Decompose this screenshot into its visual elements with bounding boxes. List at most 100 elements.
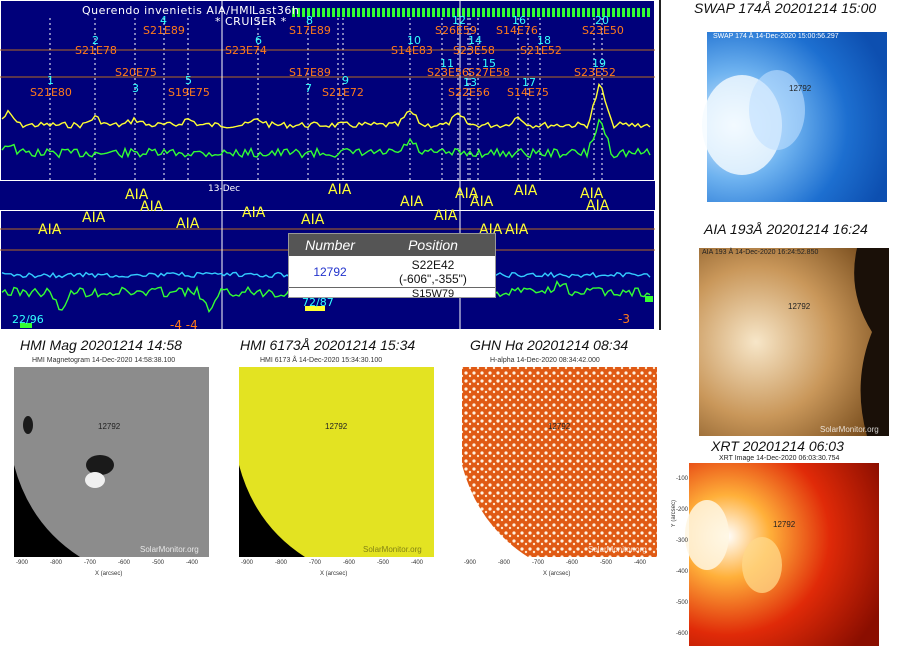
flare-number: 7: [305, 82, 312, 95]
progress-tick: [307, 8, 310, 17]
progress-tick: [467, 8, 470, 17]
aia193-ar-label: 12792: [788, 302, 811, 311]
x-tick: -600: [343, 560, 356, 566]
flare-location: S21E72: [322, 86, 364, 99]
progress-tick: [522, 8, 525, 17]
aia-label[interactable]: AIA: [400, 194, 424, 210]
progress-tick: [502, 8, 505, 17]
flare-location: S22E56: [448, 86, 490, 99]
x-tick: -800: [498, 560, 511, 566]
progress-tick: [357, 8, 360, 17]
hmi-cont-title: HMI 6173Å 20201214 15:34: [240, 337, 416, 353]
progress-tick: [567, 8, 570, 17]
xrt-image: [677, 455, 891, 646]
flare-location: S21E52: [520, 44, 562, 57]
progress-tick: [507, 8, 510, 17]
progress-tick: [587, 8, 590, 17]
hmi-cont-subtitle: HMI 6173 Å 14-Dec-2020 15:34:30.100: [260, 357, 383, 364]
aia-label[interactable]: AIA: [140, 199, 164, 215]
progress-tick: [512, 8, 515, 17]
progress-tick: [472, 8, 475, 17]
flare-number: 16: [512, 14, 526, 27]
aia-label[interactable]: AIA: [514, 183, 538, 199]
flare-number: 3: [132, 82, 139, 95]
progress-tick: [387, 8, 390, 17]
bottom-marker-right: [645, 296, 653, 302]
progress-tick: [437, 8, 440, 17]
progress-tick: [407, 8, 410, 17]
flare-number: 1: [47, 74, 54, 87]
aia-label[interactable]: AIA: [580, 186, 604, 202]
flare-location: S26E59: [435, 24, 477, 37]
flare-number: 20: [595, 14, 609, 27]
bottom-marker-mid: [305, 306, 325, 311]
halpha-thumbnail[interactable]: H-alpha 14-Dec-2020 08:34:42.000 12792 S…: [448, 355, 661, 570]
x-tick: -900: [16, 560, 29, 566]
plot-header: Querendo invenietis AIA/HMI: [82, 4, 253, 17]
bottom-neg-label: -4 -4: [170, 318, 198, 330]
hmi-mag-title: HMI Mag 20201214 14:58: [20, 337, 182, 353]
progress-tick: [312, 8, 315, 17]
region-number-link[interactable]: 12792: [313, 265, 347, 279]
aia-label[interactable]: AIA: [505, 222, 529, 238]
progress-tick: [487, 8, 490, 17]
col-number: Number: [289, 234, 371, 256]
hmi-mag-subtitle: HMI Magnetogram 14-Dec-2020 14:58:38.100: [32, 357, 176, 364]
x-axis-label-3: X (arcsec): [543, 571, 571, 577]
swap-subtitle: SWAP 174 Å 14-Dec-2020 15:00:56.297: [713, 33, 839, 40]
x-tick: -400: [411, 560, 424, 566]
progress-tick: [542, 8, 545, 17]
flare-number: 8: [306, 14, 313, 27]
plot-subheader: * CRUISER *: [215, 15, 287, 28]
progress-tick: [457, 8, 460, 17]
hmi-cont-thumbnail[interactable]: HMI 6173 Å 14-Dec-2020 15:34:30.100 1279…: [225, 355, 438, 570]
progress-tick: [497, 8, 500, 17]
flare-location: S23E74: [225, 44, 267, 57]
aia193-title: AIA 193Å 20201214 16:24: [704, 221, 868, 237]
progress-tick: [322, 8, 325, 17]
progress-tick: [432, 8, 435, 17]
x-axis-label: X (arcsec): [95, 571, 123, 577]
hmi-mag-thumbnail[interactable]: HMI Magnetogram 14-Dec-2020 14:58:38.100…: [0, 355, 213, 570]
y-tick: -200: [676, 507, 689, 513]
progress-tick: [442, 8, 445, 17]
aia-label[interactable]: AIA: [242, 205, 266, 221]
progress-tick: [632, 8, 635, 17]
progress-tick: [422, 8, 425, 17]
flare-location: S17E89: [289, 24, 331, 37]
progress-tick: [647, 8, 650, 17]
y-tick: -100: [676, 476, 689, 482]
goes-short-curve: [1, 118, 651, 159]
flare-number: 10: [407, 34, 421, 47]
x-tick: -500: [152, 560, 165, 566]
aia-label[interactable]: AIA: [434, 208, 458, 224]
flare-number: 6: [255, 34, 262, 47]
aia-label[interactable]: AIA: [328, 182, 352, 198]
aia193-thumbnail[interactable]: AIA 193 Å 14-Dec-2020 16:24:52.850 12792…: [677, 242, 891, 438]
swap-thumbnail[interactable]: SWAP 174 Å 14-Dec-2020 15:00:56.297 1279…: [697, 20, 887, 215]
flare-number: 15: [482, 57, 496, 70]
flare-location: S23E52: [574, 66, 616, 79]
halpha-ar-label: 12792: [548, 422, 571, 431]
aia-label[interactable]: AIA: [38, 222, 62, 238]
flare-number: 19: [592, 57, 606, 70]
region-popup[interactable]: Number Position 12792 S22E42 (-606",-355…: [288, 233, 496, 300]
aia-label[interactable]: AIA: [301, 212, 325, 228]
y-tick: -300: [676, 538, 689, 544]
x-tick: -600: [566, 560, 579, 566]
column-separator: [659, 0, 661, 330]
bottom-mid-label: 72/87: [302, 296, 334, 309]
flare-number: 17: [522, 76, 536, 89]
aia-label[interactable]: AIA: [455, 186, 479, 202]
aia-label[interactable]: AIA: [470, 194, 494, 210]
aia-label[interactable]: AIA: [125, 187, 149, 203]
flare-number: 11: [440, 57, 454, 70]
progress-tick: [417, 8, 420, 17]
xrt-thumbnail[interactable]: XRT Image 14-Dec-2020 06:03:30.754 12792: [677, 455, 891, 646]
aia-label[interactable]: AIA: [176, 216, 200, 232]
aia-label[interactable]: AIA: [82, 210, 106, 226]
progress-tick: [337, 8, 340, 17]
progress-tick: [347, 8, 350, 17]
aia-label[interactable]: AIA: [586, 198, 610, 214]
progress-tick: [637, 8, 640, 17]
